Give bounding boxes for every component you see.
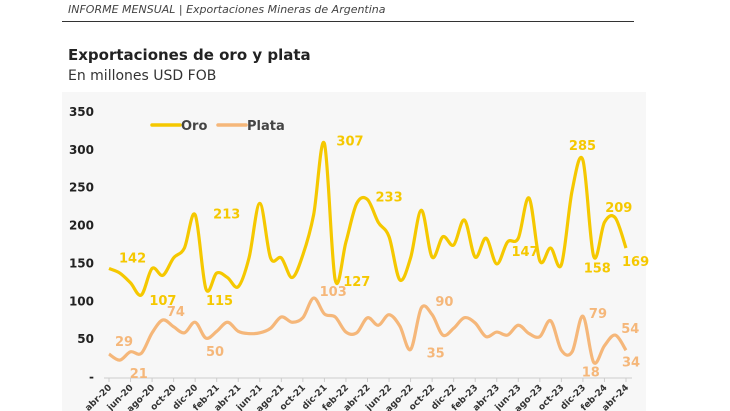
data-label: 158 [584,261,611,276]
y-tick-label: 250 [69,181,94,195]
chart-subtitle: En millones USD FOB [68,68,217,84]
y-tick-label: - [89,370,94,384]
data-label: 18 [582,365,600,380]
data-label: 90 [435,295,453,310]
data-label: 233 [376,191,403,206]
data-label: 74 [167,305,185,320]
data-label: 103 [320,285,347,300]
data-label: 50 [206,345,224,360]
series-line-plata [108,296,628,365]
data-label: 285 [569,139,596,154]
data-label: 21 [130,367,148,382]
data-label: 147 [512,245,539,260]
y-tick-label: 200 [69,219,94,233]
data-label: 307 [336,135,363,150]
data-label: 142 [119,251,146,266]
data-label: 115 [206,294,233,309]
data-label: 213 [213,208,240,223]
legend-label-plata: Plata [247,119,285,134]
data-label: 79 [589,307,607,322]
series-line-oro [108,140,628,297]
y-tick-label: 100 [69,294,94,308]
data-label: 127 [343,275,370,290]
y-tick-label: 50 [77,332,94,346]
data-label: 209 [605,201,632,216]
header-divider [62,21,634,22]
data-label: 107 [149,294,176,309]
y-tick-label: 350 [69,105,94,119]
y-tick-label: 300 [69,143,94,157]
legend-label-oro: Oro [181,119,207,134]
y-tick-label: 150 [69,256,94,270]
data-label: 54 [621,322,639,337]
report-header: INFORME MENSUAL | Exportaciones Mineras … [68,3,386,16]
data-label: 169 [622,255,649,270]
data-label: 35 [427,347,445,362]
data-label: 34 [622,355,640,370]
chart-title: Exportaciones de oro y plata [68,46,311,64]
data-label: 29 [115,335,133,350]
